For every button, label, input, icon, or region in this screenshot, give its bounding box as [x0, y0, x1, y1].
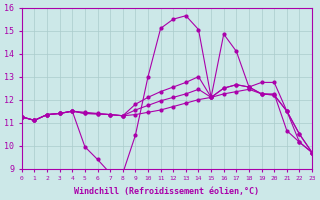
X-axis label: Windchill (Refroidissement éolien,°C): Windchill (Refroidissement éolien,°C) [75, 187, 260, 196]
